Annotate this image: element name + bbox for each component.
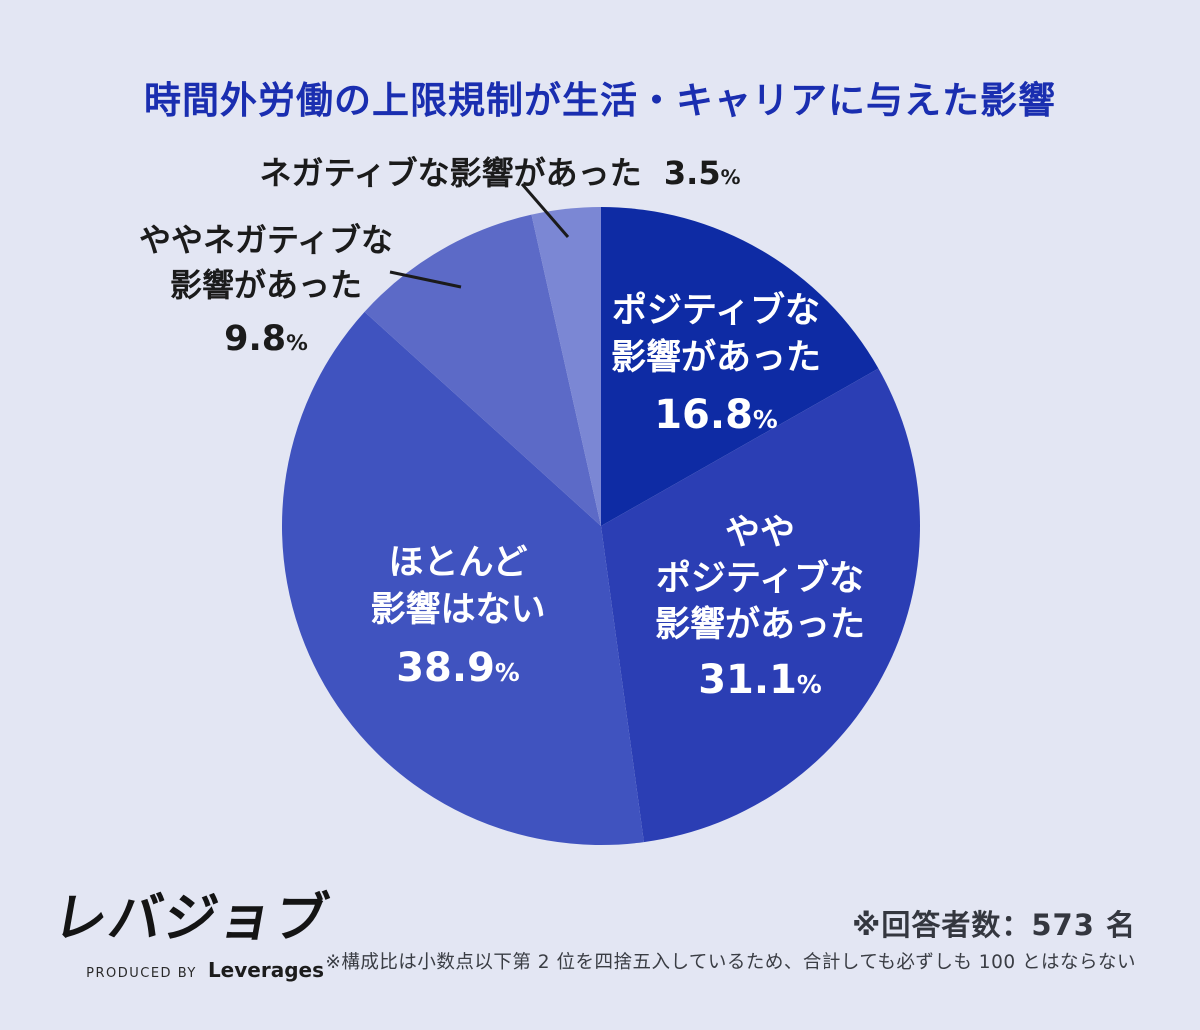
label-somewhat-positive-value: 31.1% <box>698 657 822 703</box>
label-positive: ポジティブな 影響があった 16.8% <box>576 288 856 443</box>
label-negative-text: ネガティブな影響があった <box>259 154 642 192</box>
pie-slice-4 <box>531 207 601 526</box>
leader-line-somewhat-negative <box>389 270 462 289</box>
logo-company-name: Leverages <box>207 958 324 982</box>
chart-title: 時間外労働の上限規制が生活・キャリアに与えた影響 <box>144 79 1056 122</box>
label-somewhat-negative-line2: 影響があった <box>169 266 362 304</box>
label-positive-value: 16.8% <box>654 392 778 438</box>
percent-sign: % <box>494 658 520 687</box>
logo-wordmark: レバジョブ <box>48 888 335 949</box>
percent-sign: % <box>720 166 741 189</box>
label-somewhat-negative-line1: ややネガティブな <box>138 221 394 259</box>
logo-produced-by: PRODUCED BY <box>86 966 197 981</box>
label-negative-value: 3.5% <box>663 154 741 192</box>
percent-sign: % <box>752 405 778 434</box>
label-no-effect-value: 38.9% <box>396 645 520 691</box>
percent-sign: % <box>796 670 822 699</box>
label-positive-line1: ポジティブな <box>612 291 820 331</box>
pie-slices-group <box>281 207 920 846</box>
leader-line-negative <box>520 183 570 238</box>
label-somewhat-positive-line3: 影響があった <box>654 605 865 645</box>
label-somewhat-positive-line1: やや <box>724 513 795 553</box>
pie-slice-1 <box>601 368 920 843</box>
label-no-effect: ほとんど 影響はない 38.9% <box>308 540 608 696</box>
pie-slice-3 <box>364 214 601 527</box>
logo-subline: PRODUCED BY Leverages <box>55 958 330 982</box>
brand-logo: レバジョブ PRODUCED BY Leverages <box>49 876 335 982</box>
percent-sign: % <box>286 331 308 356</box>
pie-slice-2 <box>281 311 644 846</box>
rounding-footnote: ※構成比は小数点以下第 2 位を四捨五入しているため、合計しても必ずしも 100… <box>325 952 1136 973</box>
pie-slice-0 <box>601 207 879 526</box>
label-somewhat-positive-line2: ポジティブな <box>656 559 864 599</box>
label-no-effect-line1: ほとんど <box>388 543 528 583</box>
label-somewhat-positive: やや ポジティブな 影響があった 31.1% <box>610 510 910 708</box>
label-somewhat-negative-value: 9.8% <box>224 319 308 359</box>
label-no-effect-line2: 影響はない <box>370 590 546 630</box>
respondents-note: ※回答者数：573 名 <box>852 908 1136 942</box>
label-positive-line2: 影響があった <box>610 338 821 378</box>
label-somewhat-negative: ややネガティブな 影響があった 9.8% <box>110 218 422 366</box>
label-negative: ネガティブな影響があった 3.5% <box>240 148 760 194</box>
